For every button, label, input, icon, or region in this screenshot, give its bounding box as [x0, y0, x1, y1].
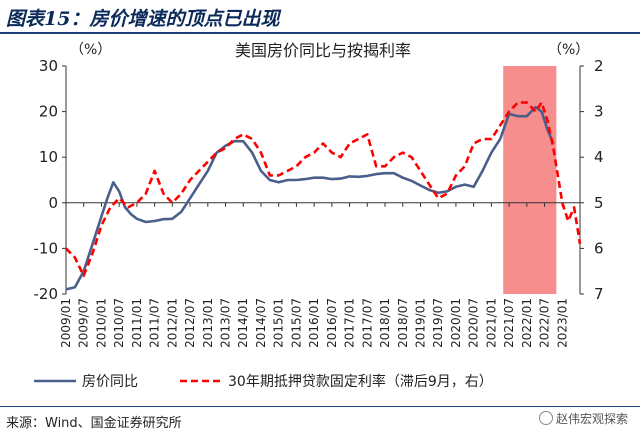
figure-header: 图表15：房价增速的顶点已出现: [0, 0, 640, 34]
watermark: 赵伟宏观探索: [538, 410, 628, 427]
right-tick-label: 4: [594, 148, 604, 166]
x-tick-label: 2012/01: [165, 298, 179, 348]
right-tick-label: 3: [594, 103, 604, 121]
left-tick-label: 0: [48, 194, 58, 212]
footer-rule: [0, 406, 640, 407]
x-tick-label: 2013/01: [201, 298, 215, 348]
highlight-band: [503, 66, 557, 294]
right-tick-label: 6: [594, 239, 604, 257]
legend-label-house: 房价同比: [82, 374, 138, 390]
x-tick-label: 2017/07: [360, 298, 374, 348]
left-unit-label: （%）: [70, 42, 111, 58]
x-tick-label: 2011/01: [130, 298, 144, 348]
x-tick-label: 2018/07: [396, 298, 410, 348]
x-tick-label: 2018/01: [378, 298, 392, 348]
chart: 30 20 10 0 -10 -20 2 3 4 5 6 7 （%） （%） 美国房价同比与按揭利率 2009…: [34, 41, 604, 390]
x-tick-label: 2022/07: [538, 298, 552, 348]
x-tick-label: 2013/07: [219, 298, 233, 348]
left-tick-label: 20: [39, 103, 58, 121]
x-tick-label: 2014/07: [254, 298, 268, 348]
x-tick-label: 2014/01: [236, 298, 250, 348]
wechat-icon: [538, 411, 553, 425]
right-tick-label: 5: [594, 194, 604, 212]
right-tick-label: 7: [594, 285, 604, 303]
x-tick-label: 2019/01: [413, 298, 427, 348]
x-tick-label: 2009/07: [77, 298, 91, 348]
series-house-price-yoy: [65, 105, 555, 291]
left-tick-label: -10: [34, 239, 59, 257]
x-tick-label: 2015/01: [272, 298, 286, 348]
x-tick-label: 2015/07: [289, 298, 303, 348]
x-tick-label: 2019/07: [431, 298, 445, 348]
x-tick-label: 2020/01: [449, 298, 463, 348]
right-unit-label: （%）: [548, 42, 589, 58]
left-tick-label: -20: [34, 285, 59, 303]
x-tick-label: 2010/01: [94, 298, 108, 348]
figure-title: 图表15：房价增速的顶点已出现: [6, 8, 280, 30]
series-mortgage-rate: [65, 101, 582, 278]
x-tick-label: 2017/01: [343, 298, 357, 348]
source-note: 来源：Wind、国金证券研究所: [6, 416, 182, 431]
x-tick-label: 2010/07: [112, 298, 126, 348]
header-rule: [0, 32, 640, 34]
x-tick-label: 2022/01: [520, 298, 534, 348]
x-tick-label: 2023/01: [555, 298, 569, 348]
left-tick-label: 10: [39, 148, 58, 166]
legend-label-mortgage: 30年期抵押贷款固定利率（滞后9月，右）: [228, 373, 493, 390]
x-tick-label: 2016/01: [307, 298, 321, 348]
x-tick-label: 2021/01: [484, 298, 498, 348]
x-tick-label: 2012/07: [183, 298, 197, 348]
right-tick-label: 2: [594, 57, 604, 75]
chart-title: 美国房价同比与按揭利率: [235, 41, 411, 60]
x-tick-label: 2016/07: [325, 298, 339, 348]
x-tick-label: 2020/07: [467, 298, 481, 348]
watermark-label: 赵伟宏观探索: [555, 412, 628, 426]
x-tick-label: 2011/07: [148, 298, 162, 348]
x-tick-label: 2021/07: [502, 298, 516, 348]
x-tick-label: 2009/01: [59, 298, 73, 348]
left-tick-label: 30: [39, 57, 58, 75]
